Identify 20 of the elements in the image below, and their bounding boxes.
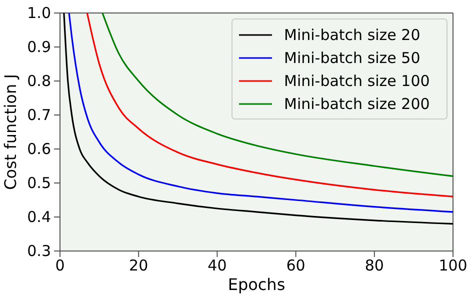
x-tick-label: 60 — [286, 256, 306, 275]
y-tick-label: 0.9 — [27, 38, 51, 56]
y-tick-label: 0.5 — [27, 174, 51, 192]
y-tick-label: 0.7 — [27, 106, 51, 124]
y-axis-title: Cost function J — [1, 74, 20, 190]
legend-label: Mini-batch size 200 — [284, 95, 430, 113]
x-tick-label: 80 — [364, 256, 384, 275]
x-tick-label: 0 — [55, 256, 65, 275]
x-tick-label: 20 — [129, 256, 148, 275]
y-tick-label: 0.8 — [27, 72, 51, 90]
legend-label: Mini-batch size 100 — [284, 72, 430, 90]
legend-label: Mini-batch size 50 — [284, 49, 420, 67]
y-tick-label: 0.3 — [27, 242, 51, 260]
x-axis-title: Epochs — [228, 275, 286, 294]
y-tick-label: 1.0 — [27, 4, 51, 22]
y-tick-label: 0.6 — [27, 140, 51, 158]
x-tick-label: 100 — [438, 256, 468, 275]
legend-label: Mini-batch size 20 — [284, 26, 420, 44]
y-tick-label: 0.4 — [27, 208, 51, 226]
x-tick-label: 40 — [208, 256, 227, 275]
